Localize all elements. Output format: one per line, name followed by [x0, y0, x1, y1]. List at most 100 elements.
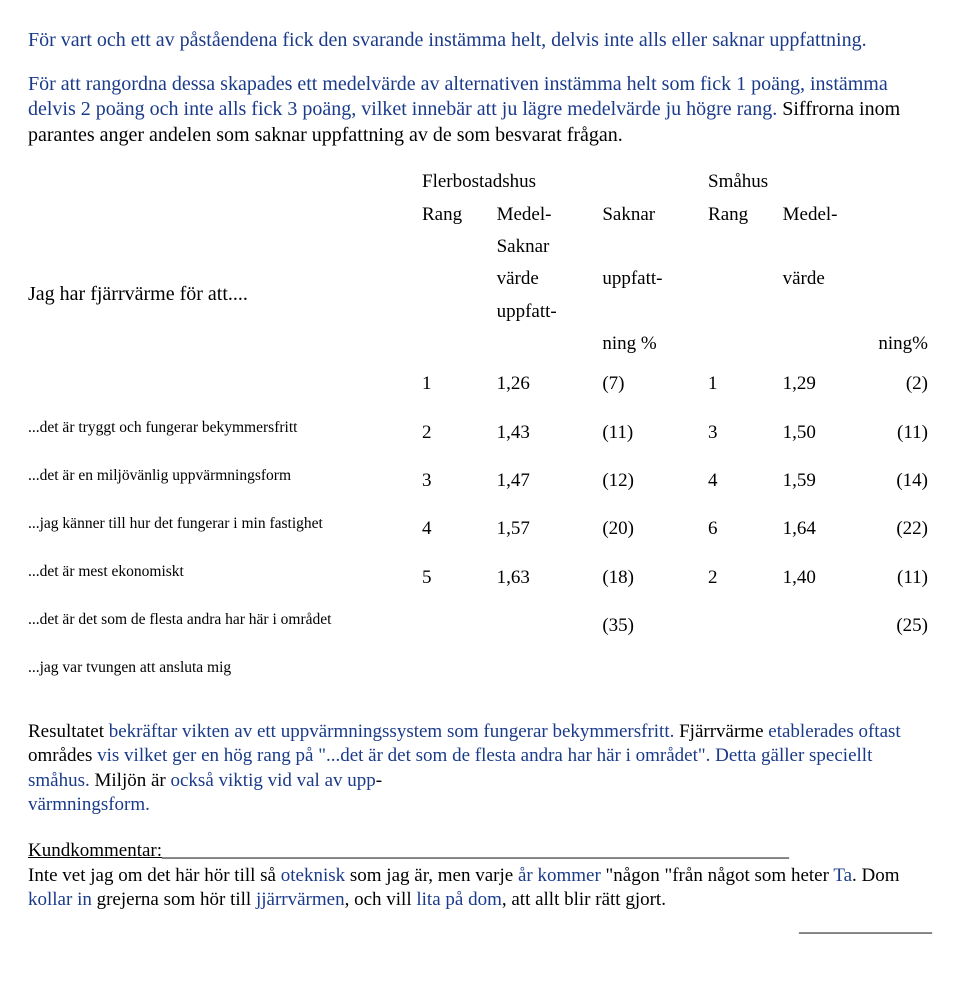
thead-row-4: ning % ning%	[418, 328, 932, 360]
kund-text: år kommer	[518, 865, 601, 886]
result-text: bekräftar vikten av ett uppvärmningssyst…	[104, 721, 679, 742]
th-uppfatt-1: uppfatt-	[598, 263, 704, 295]
kund-text: som jag är, men varje	[345, 865, 518, 886]
cell: 1,40	[779, 554, 843, 602]
result-text: värmningsform.	[28, 794, 150, 815]
cell: 1,57	[493, 505, 599, 553]
kund-text: . Dom	[852, 865, 900, 886]
table-row: 4 1,57 (20) 6 1,64 (22)	[418, 505, 932, 553]
cell	[779, 602, 843, 650]
cell	[493, 602, 599, 650]
data-table: Flerbostadshus Småhus Rang Medel- Saknar…	[418, 166, 932, 650]
cell: 1	[704, 360, 779, 408]
table-row: ...jag känner till hur det fungerar i mi…	[28, 502, 418, 550]
table-row: 1 1,26 (7) 1 1,29 (2)	[418, 360, 932, 408]
result-paragraph: Resultatet bekräftar vikten av ett uppvä…	[28, 720, 932, 817]
thead-row-3b: uppfatt-	[418, 296, 932, 328]
cell: 1,43	[493, 409, 599, 457]
th-ning-2: ning%	[843, 328, 932, 360]
table-row: 3 1,47 (12) 4 1,59 (14)	[418, 457, 932, 505]
result-text: Miljön är	[95, 770, 166, 791]
kund-text: kollar in	[28, 889, 92, 910]
th-saknar-1b: Saknar	[493, 231, 599, 263]
intro-2a-text: För att rangordna dessa skapades ett med…	[28, 73, 888, 121]
underline-trailing: ______________	[28, 914, 932, 938]
hyphen: -	[376, 770, 382, 791]
cell: (11)	[843, 554, 932, 602]
th-rang-2: Rang	[704, 199, 779, 231]
cell: (12)	[598, 457, 704, 505]
cell: 4	[704, 457, 779, 505]
th-rang-1: Rang	[418, 199, 493, 231]
cell: (2)	[843, 360, 932, 408]
th-varde-1: värde	[493, 263, 599, 295]
intro-paragraph-1: För vart och ett av påståendena fick den…	[28, 28, 932, 54]
kundkommentar-label: Kundkommentar:	[28, 840, 162, 861]
cell: 2	[704, 554, 779, 602]
kund-text: , och vill	[345, 889, 417, 910]
kund-text: , att allt blir rätt gjort.	[502, 889, 666, 910]
result-text: etablerades oftast	[764, 721, 901, 742]
intro-paragraph-2: För att rangordna dessa skapades ett med…	[28, 72, 932, 149]
result-text: också viktig vid val av upp	[166, 770, 376, 791]
kund-text: Ta	[833, 865, 852, 886]
table-row: 2 1,43 (11) 3 1,50 (11)	[418, 409, 932, 457]
cell: 2	[418, 409, 493, 457]
kund-text: oteknisk	[281, 865, 345, 886]
cell: (14)	[843, 457, 932, 505]
th-saknar-1: Saknar	[598, 199, 704, 231]
result-text: Resultatet	[28, 721, 104, 742]
cell: 6	[704, 505, 779, 553]
kund-text: Inte vet jag om det här hör till så	[28, 865, 281, 886]
table-row: (35) (25)	[418, 602, 932, 650]
cell: (22)	[843, 505, 932, 553]
kundkommentar-block: Kundkommentar:__________________________…	[28, 839, 932, 938]
cell	[704, 602, 779, 650]
cell: 1,50	[779, 409, 843, 457]
cell: 3	[704, 409, 779, 457]
cell: 1,29	[779, 360, 843, 408]
table-row: ...jag var tvungen att ansluta mig	[28, 646, 418, 694]
thead-row-1: Flerbostadshus Småhus	[418, 166, 932, 198]
kund-text: grejerna som hör till	[92, 889, 256, 910]
thead-row-2: Rang Medel- Saknar Rang Medel-	[418, 199, 932, 231]
intro-1-text: För vart och ett av påståendena fick den…	[28, 29, 867, 51]
cell: (20)	[598, 505, 704, 553]
cell: 1,26	[493, 360, 599, 408]
cell: (11)	[598, 409, 704, 457]
table-wrap: Jag har fjärrvärme för att.... ...det är…	[28, 166, 932, 694]
kund-text: "någon "från något som heter	[601, 865, 834, 886]
table-row: ...det är tryggt och fungerar bekymmersf…	[28, 406, 418, 454]
thead-row-3: värde uppfatt- värde	[418, 263, 932, 295]
table-left-col: Jag har fjärrvärme för att.... ...det är…	[28, 166, 418, 694]
cell: 3	[418, 457, 493, 505]
underline-fill: ________________________________________…	[162, 840, 789, 861]
cell: 1	[418, 360, 493, 408]
th-ning-1: ning %	[598, 328, 704, 360]
cell: (7)	[598, 360, 704, 408]
cell: 4	[418, 505, 493, 553]
cell: (11)	[843, 409, 932, 457]
table-row: ...det är en miljövänlig uppvärmningsfor…	[28, 454, 418, 502]
cell: (18)	[598, 554, 704, 602]
table-row: ...det är mest ekonomiskt	[28, 550, 418, 598]
th-medel-2: Medel-	[779, 199, 932, 231]
th-flerbostadshus: Flerbostadshus	[418, 166, 704, 198]
thead-row-2b: Saknar	[418, 231, 932, 263]
cell: 1,59	[779, 457, 843, 505]
cell: 1,47	[493, 457, 599, 505]
table-row: 5 1,63 (18) 2 1,40 (11)	[418, 554, 932, 602]
th-uppfatt-1b: uppfatt-	[493, 296, 599, 328]
kund-text: jjärrvärmen	[256, 889, 345, 910]
table-heading: Jag har fjärrvärme för att....	[28, 282, 418, 308]
cell: 1,63	[493, 554, 599, 602]
th-medel-1: Medel-	[493, 199, 599, 231]
cell: 5	[418, 554, 493, 602]
th-smahus: Småhus	[704, 166, 932, 198]
cell: (35)	[598, 602, 704, 650]
cell	[418, 602, 493, 650]
result-text: Fjärrvärme	[679, 721, 763, 742]
table-right-col: Flerbostadshus Småhus Rang Medel- Saknar…	[418, 166, 932, 650]
th-varde-2: värde	[779, 263, 932, 295]
cell: 1,64	[779, 505, 843, 553]
